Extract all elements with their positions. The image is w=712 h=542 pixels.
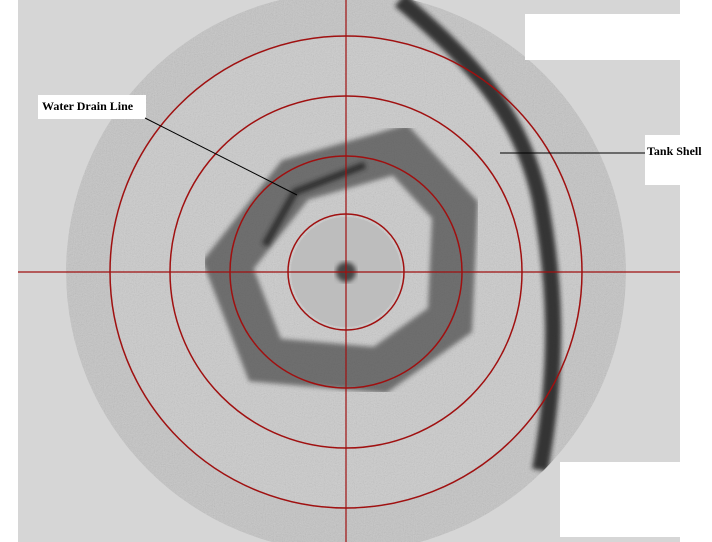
annotation-label: Water Drain Line: [42, 99, 134, 113]
blank-box: [560, 462, 680, 537]
label-box: [645, 135, 712, 185]
sonar-screenshot: Water Drain Line Tank Shell: [0, 0, 712, 542]
blank-box: [525, 14, 680, 60]
right-margin: [680, 0, 712, 542]
annotation-label: Tank Shell: [647, 144, 702, 158]
page: Water Drain Line Tank Shell (() => { con…: [0, 0, 712, 542]
